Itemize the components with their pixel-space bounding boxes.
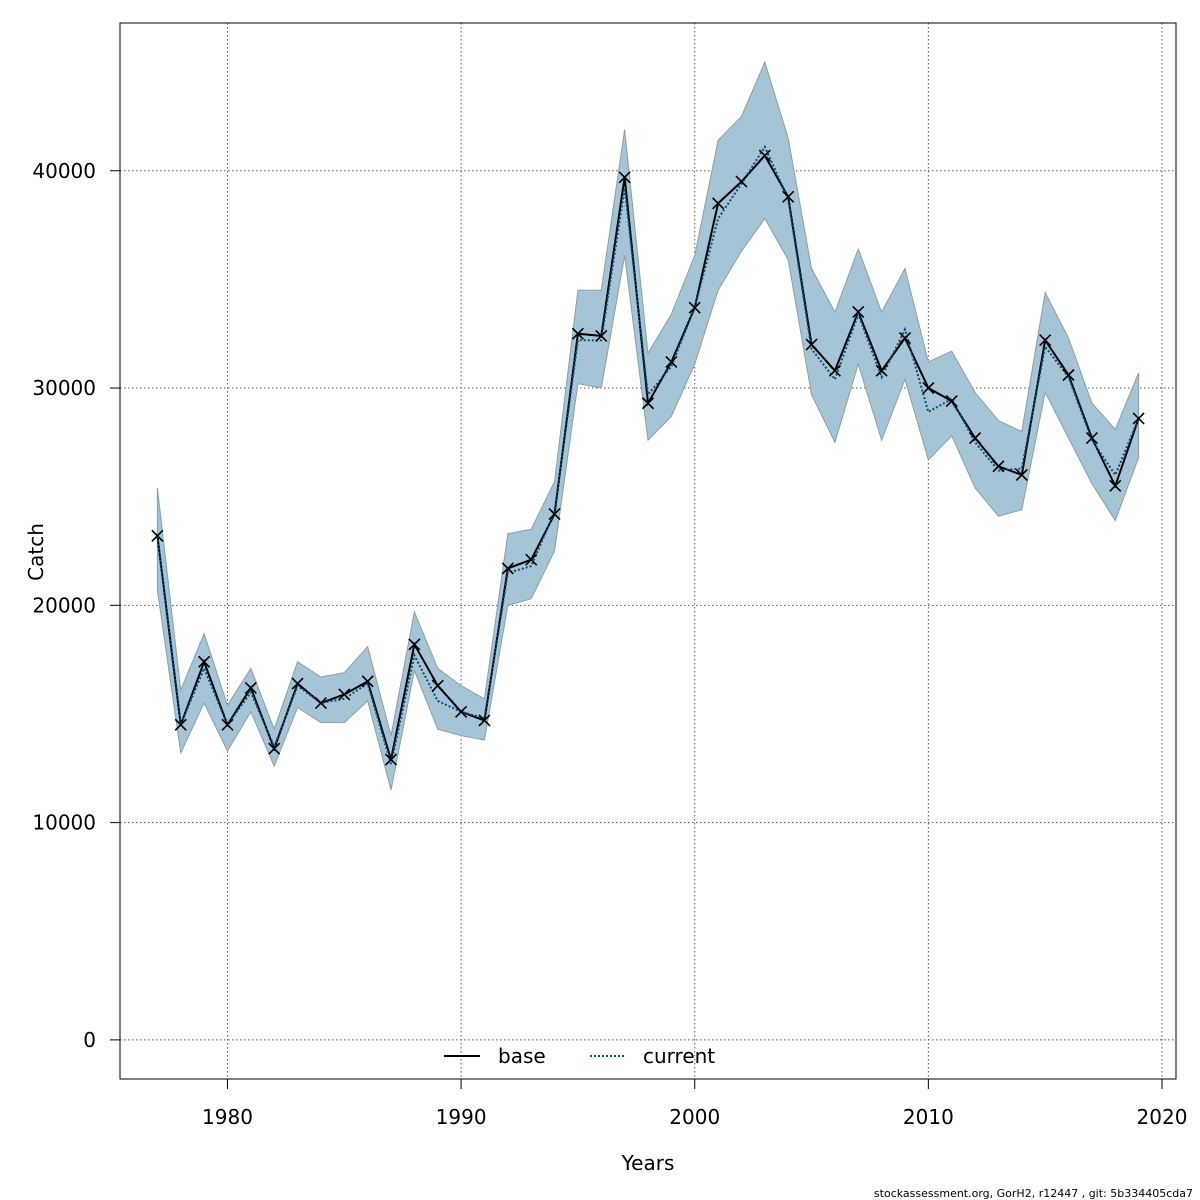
data-marker bbox=[735, 175, 748, 188]
data-marker bbox=[1132, 412, 1145, 425]
y-tick-label: 30000 bbox=[32, 376, 96, 400]
data-marker bbox=[268, 742, 281, 755]
data-marker bbox=[828, 364, 841, 377]
plot-frame bbox=[119, 22, 1177, 1080]
y-tick-label: 20000 bbox=[32, 593, 96, 617]
data-marker bbox=[571, 327, 584, 340]
y-tick-label: 40000 bbox=[32, 159, 96, 183]
data-marker bbox=[1109, 479, 1122, 492]
data-marker bbox=[244, 681, 257, 694]
data-marker bbox=[408, 638, 421, 651]
data-marker bbox=[782, 190, 795, 203]
data-marker bbox=[1015, 468, 1028, 482]
data-marker bbox=[1062, 368, 1075, 382]
data-marker bbox=[665, 355, 678, 369]
data-marker bbox=[431, 679, 444, 692]
data-marker bbox=[151, 529, 164, 542]
data-marker bbox=[314, 697, 327, 710]
data-marker bbox=[1085, 431, 1098, 445]
data-marker bbox=[945, 395, 958, 408]
data-marker bbox=[875, 364, 888, 377]
data-marker bbox=[548, 507, 561, 521]
data-marker bbox=[455, 705, 468, 718]
data-marker bbox=[641, 397, 655, 410]
data-marker bbox=[361, 675, 374, 688]
grid-lines bbox=[120, 23, 1176, 1079]
x-tick-label: 2010 bbox=[903, 1105, 954, 1129]
data-marker bbox=[898, 331, 912, 345]
data-marker bbox=[221, 718, 234, 731]
data-marker bbox=[969, 431, 982, 445]
data-marker bbox=[198, 655, 211, 668]
x-tick-label: 1980 bbox=[202, 1105, 253, 1129]
data-marker bbox=[478, 714, 491, 727]
data-marker bbox=[174, 718, 187, 731]
confidence-band-area bbox=[156, 60, 1140, 791]
data-marker bbox=[595, 329, 608, 342]
data-marker bbox=[501, 562, 514, 575]
data-marker bbox=[758, 149, 771, 162]
x-tick-label: 1990 bbox=[436, 1105, 487, 1129]
x-tick-label: 2000 bbox=[669, 1105, 720, 1129]
data-markers bbox=[151, 149, 1145, 766]
data-marker bbox=[384, 753, 398, 766]
confidence-band bbox=[156, 60, 1140, 791]
data-marker bbox=[805, 338, 818, 351]
data-marker bbox=[688, 301, 701, 314]
data-marker bbox=[922, 381, 935, 395]
data-marker bbox=[1039, 334, 1052, 347]
legend-label-current: current bbox=[643, 1044, 715, 1068]
data-marker bbox=[525, 553, 538, 566]
legend-label-base: base bbox=[498, 1044, 546, 1068]
x-axis: 1980 1990 2000 2010 2020 bbox=[202, 1078, 1188, 1129]
data-marker bbox=[291, 677, 304, 690]
data-marker bbox=[992, 460, 1005, 473]
data-marker bbox=[712, 197, 725, 210]
data-marker bbox=[852, 305, 865, 319]
x-axis-title: Years bbox=[621, 1151, 675, 1175]
y-tick-label: 10000 bbox=[32, 811, 96, 835]
x-tick-label: 2020 bbox=[1137, 1105, 1188, 1129]
data-marker bbox=[338, 688, 351, 701]
y-tick-label: 0 bbox=[83, 1028, 96, 1052]
y-axis: 0 10000 20000 30000 40000 bbox=[32, 159, 121, 1052]
y-axis-title: Catch bbox=[24, 523, 48, 581]
data-marker bbox=[618, 171, 631, 184]
footer-text: stockassessment.org, GorH2, r12447 , git… bbox=[874, 1187, 1193, 1200]
legend: base current bbox=[444, 1044, 715, 1068]
